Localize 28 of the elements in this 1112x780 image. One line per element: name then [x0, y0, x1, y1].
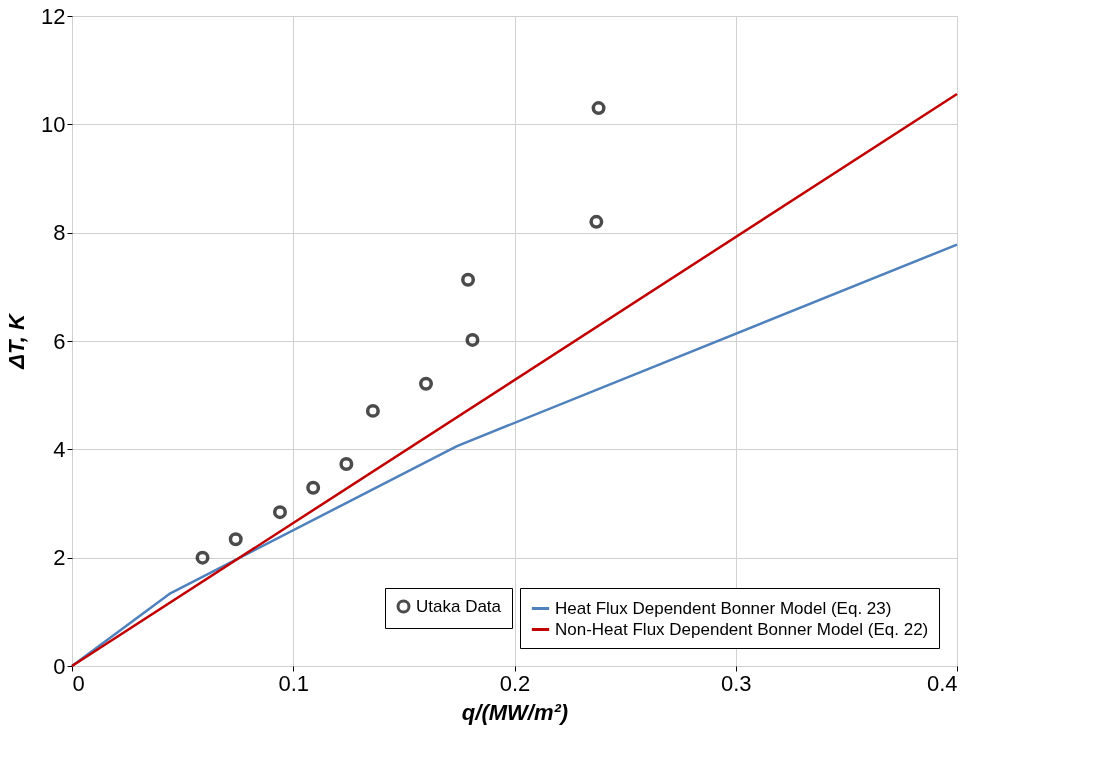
point	[589, 214, 604, 229]
legend-label: Utaka Data	[416, 596, 502, 616]
x-tick-label: 0	[72, 670, 85, 696]
point	[228, 532, 243, 547]
x-tick-label: 0.2	[499, 670, 531, 696]
y-tick-label: 2	[53, 545, 66, 571]
point	[272, 505, 287, 520]
point	[365, 403, 380, 418]
point	[461, 272, 476, 287]
point	[591, 101, 606, 116]
x-tick-label: 0.4	[926, 670, 958, 696]
y-tick-label: 12	[41, 3, 66, 29]
y-tick-label: 0	[53, 653, 66, 679]
y-axis-title: ΔT, K	[4, 312, 30, 370]
y-tick-label: 4	[53, 436, 66, 462]
x-tick-label: 0.1	[278, 670, 310, 696]
y-tick-label: 6	[53, 328, 66, 354]
point	[306, 480, 321, 495]
point	[465, 332, 480, 347]
y-tick-label: 10	[41, 111, 66, 137]
point	[339, 456, 354, 471]
x-tick-label: 0.3	[720, 670, 752, 696]
legend-label: Heat Flux Dependent Bonner Model (Eq. 23)	[555, 598, 892, 618]
point	[195, 550, 210, 565]
y-tick-label: 8	[53, 220, 66, 246]
legend-label: Non-Heat Flux Dependent Bonner Model (Eq. 22)	[555, 619, 929, 639]
point	[419, 376, 433, 391]
x-axis-title: q/(MW/m²)	[461, 699, 569, 725]
